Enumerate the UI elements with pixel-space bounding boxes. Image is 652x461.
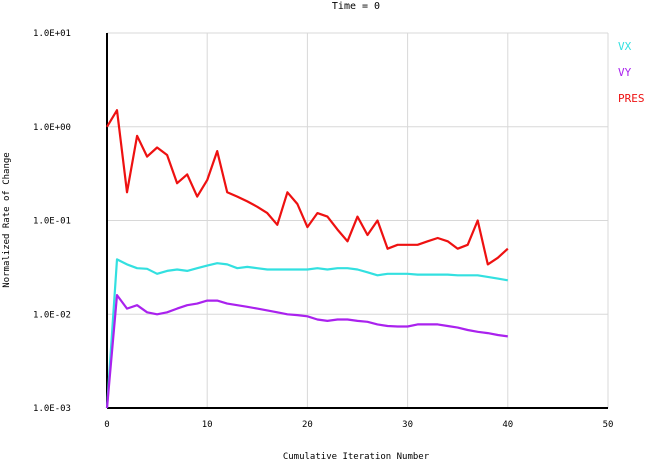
y-tick-label: 1.0E-01 (33, 217, 71, 227)
x-tick-label: 40 (502, 420, 513, 430)
x-tick-label: 10 (202, 420, 213, 430)
legend-entry-vx: VX (618, 40, 632, 53)
series-line-vy (105, 294, 508, 409)
y-tick-label: 1.0E-03 (33, 404, 71, 414)
labels: Time = 0 Cumulative Iteration Number Nor… (2, 1, 430, 461)
y-tick-label: 1.0E+00 (33, 123, 71, 133)
legend-entry-vy: VY (618, 66, 632, 79)
y-tick-label: 1.0E-02 (33, 310, 71, 320)
series-line-pres (106, 109, 509, 266)
axes: 0 10 20 30 40 50 1.0E+01 1.0E+00 1.0E-01 1.0E-02 1… (33, 29, 613, 430)
grid (107, 33, 608, 408)
x-axis-label: Cumulative Iteration Number (283, 452, 430, 461)
x-tick-label: 0 (104, 420, 109, 430)
series-layer (105, 109, 509, 409)
series-line-vx (105, 258, 508, 409)
chart-title: Time = 0 (332, 1, 380, 12)
y-axis-label: Normalized Rate of Change (2, 152, 12, 287)
legend: VX VY PRES (618, 40, 645, 105)
x-tick-label: 20 (302, 420, 313, 430)
x-tick-label: 50 (603, 420, 614, 430)
x-tick-label: 30 (402, 420, 413, 430)
legend-entry-pres: PRES (618, 92, 645, 105)
y-tick-label: 1.0E+01 (33, 29, 71, 39)
